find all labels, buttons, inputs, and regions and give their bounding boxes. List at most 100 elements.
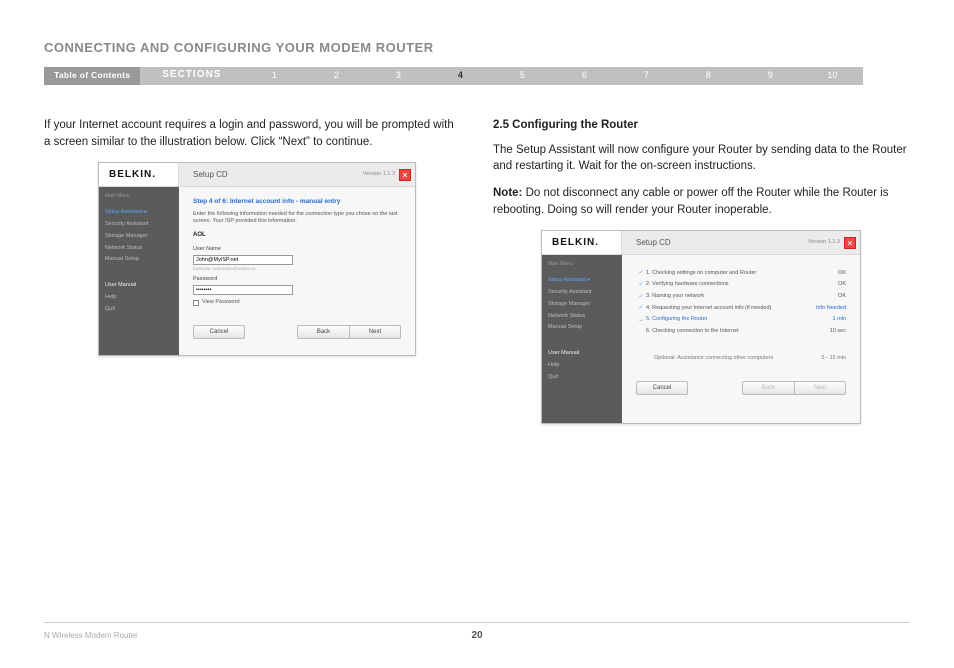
sidebar-item[interactable]: Storage Manager [548, 301, 622, 309]
dialog-titlebar: BELKIN. Setup CD Version 1.1.3 ✕ [99, 163, 415, 187]
sidebar-mainmenu: Main Menu [105, 193, 179, 200]
step-text: 1. Checking settings on computer and Rou… [646, 270, 798, 278]
right-column: 2.5 Configuring the Router The Setup Ass… [493, 117, 910, 424]
nav-section-6[interactable]: 6 [553, 67, 615, 85]
optional-row: Optional: Assistance connecting other co… [636, 355, 846, 363]
sidebar-item[interactable]: Help [105, 294, 179, 302]
sidebar-item[interactable]: Manual Setup [105, 256, 179, 264]
nav-toc[interactable]: Table of Contents [44, 67, 140, 85]
nav-section-5[interactable]: 5 [491, 67, 553, 85]
nav-sections-label: SECTIONS [140, 67, 243, 85]
optional-text: Optional: Assistance connecting other co… [636, 355, 798, 363]
sidebar-item[interactable]: Storage Manager [105, 233, 179, 241]
dialog-title: Setup CD [622, 237, 808, 249]
dialog-titlebar: BELKIN. Setup CD Version 1.1.3 ✕ [542, 231, 860, 255]
sidebar-item[interactable]: Quit [548, 374, 622, 382]
sidebar-item[interactable]: Setup Assistant ▸ [105, 209, 179, 217]
sidebar-item[interactable]: User Manual [548, 350, 622, 358]
sidebar-item[interactable]: Security Assistant [548, 289, 622, 297]
step-text: 4. Requesting your Internet account info… [646, 305, 798, 313]
sidebar-item[interactable]: Network Status [548, 313, 622, 321]
dialog-content: Step 4 of 6: Internet account info - man… [179, 187, 415, 355]
back-button[interactable]: Back [742, 381, 794, 395]
page-footer: N Wireless Modem Router 20 [44, 622, 910, 640]
nav-section-7[interactable]: 7 [615, 67, 677, 85]
check-icon: ✓ [636, 269, 646, 278]
note-text: Do not disconnect any cable or power off… [493, 187, 888, 216]
nav-section-3[interactable]: 3 [367, 67, 429, 85]
step-status: 10 sec [798, 328, 846, 336]
next-button[interactable]: Next [794, 381, 846, 395]
sidebar-item[interactable]: Help [548, 362, 622, 370]
password-input[interactable] [193, 285, 293, 295]
step-text: 3. Naming your network [646, 293, 798, 301]
check-icon: ✓ [636, 304, 646, 313]
step-title: Step 4 of 6: Internet account info - man… [193, 197, 401, 206]
note-label: Note: [493, 187, 522, 199]
step-text: 2. Verifying hardware connections [646, 281, 798, 289]
nav-section-1[interactable]: 1 [243, 67, 305, 85]
sidebar-item[interactable]: Manual Setup [548, 324, 622, 332]
nav-section-8[interactable]: 8 [677, 67, 739, 85]
step-status: OK [798, 281, 846, 289]
dialog-version: Version 1.1.3 [808, 239, 840, 247]
sidebar-item[interactable]: Network Status [105, 245, 179, 253]
cancel-button[interactable]: Cancel [193, 325, 245, 339]
close-icon[interactable]: ✕ [399, 169, 411, 181]
nav-section-9[interactable]: 9 [739, 67, 801, 85]
section-heading: 2.5 Configuring the Router [493, 117, 910, 134]
left-column: If your Internet account requires a logi… [44, 117, 461, 424]
step-row: →5. Configuring the Router1 min [636, 316, 846, 325]
dialog-version: Version 1.1.3 [363, 171, 395, 179]
sidebar-item[interactable]: Quit [105, 306, 179, 314]
right-p1: The Setup Assistant will now configure y… [493, 142, 910, 175]
step-status: OK [798, 293, 846, 301]
dialog-title: Setup CD [179, 169, 363, 181]
belkin-logo: BELKIN. [542, 231, 622, 254]
left-intro-text: If your Internet account requires a logi… [44, 117, 461, 150]
optional-status: 5 - 15 min [798, 355, 846, 363]
step-row: 6. Checking connection to the Internet10… [636, 328, 846, 336]
dialog-sidebar: Main Menu Setup Assistant ▸ Security Assi… [99, 187, 179, 355]
sidebar-item[interactable]: User Manual [105, 282, 179, 290]
section-nav: Table of Contents SECTIONS 12345678910 [44, 67, 910, 85]
view-password-label: View Password [202, 299, 240, 307]
step-desc: Enter the following information needed f… [193, 211, 401, 225]
sidebar-mainmenu: Main Menu [548, 261, 622, 268]
step-status: Info Needed [798, 305, 846, 313]
nav-section-10[interactable]: 10 [801, 67, 863, 85]
step-text: 5. Configuring the Router [646, 316, 798, 324]
setup-dialog-configure: BELKIN. Setup CD Version 1.1.3 ✕ Main Me… [541, 230, 861, 424]
step-row: ✓3. Naming your networkOK [636, 293, 846, 302]
step-row: ✓4. Requesting your Internet account inf… [636, 304, 846, 313]
nav-section-2[interactable]: 2 [305, 67, 367, 85]
step-row: ✓2. Verifying hardware connectionsOK [636, 281, 846, 290]
sidebar-item[interactable]: Security Assistant [105, 221, 179, 229]
step-text: 6. Checking connection to the Internet [646, 328, 798, 336]
back-button[interactable]: Back [297, 325, 349, 339]
username-input[interactable] [193, 255, 293, 265]
dialog-sidebar: Main Menu Setup Assistant ▸ Security Assi… [542, 255, 622, 423]
page-title: CONNECTING AND CONFIGURING YOUR MODEM RO… [44, 40, 910, 55]
cancel-button[interactable]: Cancel [636, 381, 688, 395]
next-button[interactable]: Next [349, 325, 401, 339]
isp-label: AOL [193, 231, 401, 240]
step-status: 1 min [798, 316, 846, 324]
view-password-checkbox[interactable] [193, 300, 199, 306]
sidebar-item[interactable]: Setup Assistant ▸ [548, 277, 622, 285]
dialog-content: ✓1. Checking settings on computer and Ro… [622, 255, 860, 423]
right-note: Note: Do not disconnect any cable or pow… [493, 185, 910, 218]
step-row: ✓1. Checking settings on computer and Ro… [636, 269, 846, 278]
username-hint: Example: username@aolnet.xx [193, 266, 401, 273]
check-icon: ✓ [636, 281, 646, 290]
page-number: 20 [44, 630, 910, 641]
close-icon[interactable]: ✕ [844, 237, 856, 249]
nav-section-4[interactable]: 4 [429, 67, 491, 85]
check-icon: ✓ [636, 293, 646, 302]
password-label: Password [193, 276, 401, 284]
setup-dialog-login: BELKIN. Setup CD Version 1.1.3 ✕ Main Me… [98, 162, 416, 356]
belkin-logo: BELKIN. [99, 163, 179, 186]
step-status: OK [798, 270, 846, 278]
arrow-icon: → [636, 316, 646, 325]
username-label: User Name [193, 246, 401, 254]
